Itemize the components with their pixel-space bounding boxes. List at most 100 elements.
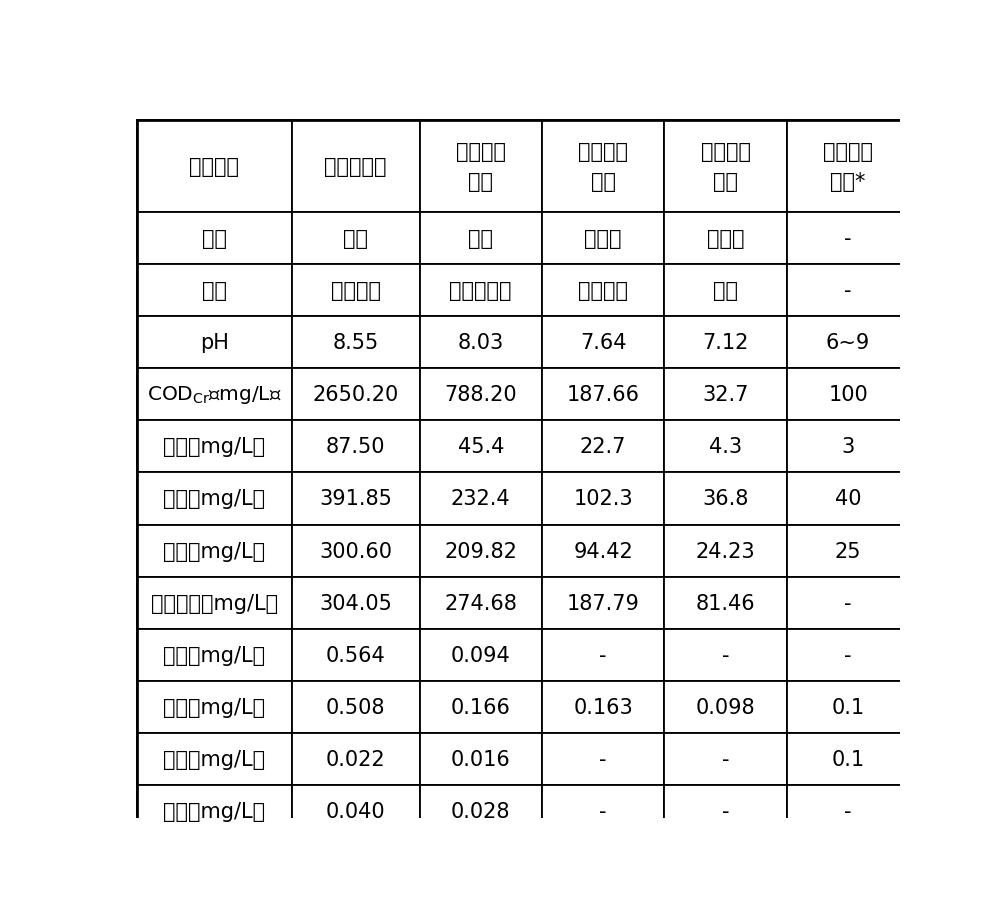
Bar [292, 421, 420, 473]
Text: 颜色: 颜色 [202, 229, 227, 249]
Text: 81.46: 81.46 [696, 593, 755, 613]
Text: -: - [844, 229, 852, 249]
Bar [664, 629, 787, 681]
Text: 6~9: 6~9 [826, 333, 870, 353]
Bar [137, 473, 292, 525]
Text: 36.8: 36.8 [702, 489, 749, 509]
Bar [542, 785, 664, 837]
Text: 232.4: 232.4 [451, 489, 511, 509]
Text: 污染指标: 污染指标 [189, 157, 239, 176]
Text: 87.50: 87.50 [326, 437, 385, 457]
Bar [292, 733, 420, 785]
Text: 8.55: 8.55 [332, 333, 379, 353]
Text: 氨氮（mg/L）: 氨氮（mg/L） [163, 541, 265, 561]
Bar [292, 265, 420, 317]
Text: -: - [844, 593, 852, 613]
Bar [787, 629, 909, 681]
Text: 40: 40 [835, 489, 861, 509]
Bar [787, 681, 909, 733]
Bar [787, 317, 909, 369]
Text: 7.64: 7.64 [580, 333, 626, 353]
Bar [787, 785, 909, 837]
Text: 强烈腐臭: 强烈腐臭 [331, 281, 381, 301]
Text: 总铬（mg/L）: 总铬（mg/L） [163, 697, 265, 717]
Text: 100: 100 [828, 385, 868, 405]
Text: pH: pH [200, 333, 229, 353]
Bar [542, 121, 664, 213]
Bar [664, 473, 787, 525]
Text: 0.022: 0.022 [326, 749, 385, 769]
Text: 304.05: 304.05 [319, 593, 392, 613]
Bar [137, 317, 292, 369]
Text: -: - [722, 801, 729, 821]
Text: 8.03: 8.03 [458, 333, 504, 353]
Bar [542, 577, 664, 629]
Bar [542, 629, 664, 681]
Bar [787, 213, 909, 265]
Bar [787, 525, 909, 577]
Text: -: - [844, 801, 852, 821]
Bar [137, 577, 292, 629]
Text: -: - [599, 749, 607, 769]
Bar [137, 785, 292, 837]
Bar [542, 733, 664, 785]
Text: 788.20: 788.20 [444, 385, 517, 405]
Text: 391.85: 391.85 [319, 489, 392, 509]
Text: 黑色: 黑色 [343, 229, 368, 249]
Bar [787, 369, 909, 421]
Text: 274.68: 274.68 [444, 593, 517, 613]
Bar [664, 121, 787, 213]
Bar [137, 733, 292, 785]
Bar [787, 577, 909, 629]
Bar [420, 629, 542, 681]
Bar [787, 121, 909, 213]
Text: 国家排放
标准*: 国家排放 标准* [823, 142, 873, 192]
Bar [787, 421, 909, 473]
Bar [137, 265, 292, 317]
Bar [664, 785, 787, 837]
Text: 总磷（mg/L）: 总磷（mg/L） [163, 437, 265, 457]
Text: 3: 3 [841, 437, 855, 457]
Text: $\mathregular{COD_{Cr}}$（mg/L）: $\mathregular{COD_{Cr}}$（mg/L） [147, 384, 281, 406]
Bar [542, 369, 664, 421]
Text: 22.7: 22.7 [580, 437, 626, 457]
Bar [787, 265, 909, 317]
Bar [420, 525, 542, 577]
Text: 总有机碳（mg/L）: 总有机碳（mg/L） [151, 593, 278, 613]
Bar [664, 369, 787, 421]
Text: 深黄色: 深黄色 [584, 229, 622, 249]
Bar [420, 733, 542, 785]
Bar [420, 317, 542, 369]
Text: 褐色: 褐色 [468, 229, 493, 249]
Bar [420, 369, 542, 421]
Bar [664, 421, 787, 473]
Bar [664, 577, 787, 629]
Bar [292, 525, 420, 577]
Text: 刺激性臭味: 刺激性臭味 [449, 281, 512, 301]
Bar [664, 317, 787, 369]
Bar [542, 317, 664, 369]
Bar [542, 525, 664, 577]
Text: 25: 25 [835, 541, 861, 561]
Bar [420, 473, 542, 525]
Text: 45.4: 45.4 [458, 437, 504, 457]
Text: 轻微臭味: 轻微臭味 [578, 281, 628, 301]
Bar [137, 213, 292, 265]
Text: 94.42: 94.42 [573, 541, 633, 561]
Text: 24.23: 24.23 [696, 541, 755, 561]
Text: 第一吸附
后液: 第一吸附 后液 [456, 142, 506, 192]
Text: 0.016: 0.016 [451, 749, 511, 769]
Bar [542, 265, 664, 317]
Bar [137, 629, 292, 681]
Text: -: - [844, 645, 852, 665]
Bar [542, 473, 664, 525]
Text: 总锌（mg/L）: 总锌（mg/L） [163, 645, 265, 665]
Bar [137, 369, 292, 421]
Bar [292, 317, 420, 369]
Bar [542, 421, 664, 473]
Bar [542, 213, 664, 265]
Bar [787, 733, 909, 785]
Text: 垃圾渗滤液: 垃圾渗滤液 [324, 157, 387, 176]
Text: -: - [844, 281, 852, 301]
Bar [420, 681, 542, 733]
